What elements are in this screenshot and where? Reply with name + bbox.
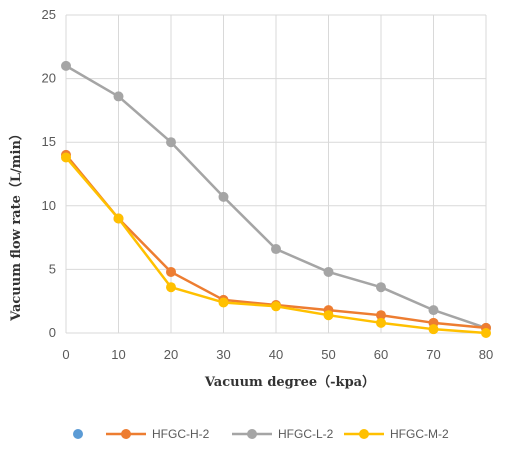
legend-marker-hfgc-m-2 [359, 429, 369, 439]
tick-labels: 0 5 10 15 20 25 0 10 20 30 40 50 60 70 80 [42, 7, 494, 362]
data-point-hfgc-m-2 [166, 282, 176, 293]
x-tick-label: 70 [426, 347, 440, 362]
legend-marker-hfgc-h-2 [121, 429, 131, 439]
x-tick-label: 20 [164, 347, 178, 362]
data-point-hfgc-h-2 [166, 266, 176, 277]
legend-label: HFGC-H-2 [152, 427, 210, 441]
data-point-hfgc-h-2 [376, 310, 386, 321]
legend-marker-hfgc-l-2 [247, 429, 257, 439]
data-point-hfgc-m-2 [61, 152, 71, 163]
grid-lines [65, 14, 487, 334]
x-axis-title: Vacuum degree（-kpa） [204, 374, 375, 390]
x-tick-label: 50 [321, 347, 335, 362]
y-tick-label: 25 [42, 7, 56, 22]
data-point-hfgc-m-2 [376, 317, 386, 328]
legend-label: HFGC-L-2 [278, 427, 334, 441]
y-tick-label: 15 [42, 134, 56, 149]
data-point-hfgc-m-2 [323, 310, 334, 321]
data-point-hfgc-l-2 [428, 305, 439, 316]
y-tick-label: 10 [42, 198, 56, 213]
legend-label: HFGC-M-2 [390, 427, 449, 441]
x-tick-label: 0 [62, 347, 69, 362]
data-point-hfgc-l-2 [166, 137, 176, 148]
data-point-hfgc-l-2 [61, 60, 71, 71]
data-point-hfgc-m-2 [481, 328, 491, 338]
data-point-hfgc-m-2 [218, 297, 229, 308]
data-point-hfgc-l-2 [376, 282, 386, 293]
x-tick-label: 60 [374, 347, 388, 362]
data-point-hfgc-l-2 [271, 244, 281, 255]
legend: HFGC-H-2 HFGC-L-2 HFGC-M-2 [73, 427, 449, 441]
y-tick-label: 5 [49, 261, 56, 276]
x-tick-label: 30 [216, 347, 230, 362]
data-point-hfgc-m-2 [428, 324, 439, 335]
x-tick-label: 40 [269, 347, 283, 362]
data-point-hfgc-l-2 [323, 266, 334, 277]
y-axis-title: Vacuum flow rate（L/min） [8, 127, 24, 322]
y-tick-label: 0 [49, 325, 56, 340]
x-tick-label: 80 [479, 347, 493, 362]
data-point-hfgc-m-2 [113, 213, 124, 224]
legend-marker [73, 429, 83, 439]
data-point-hfgc-l-2 [218, 191, 229, 202]
data-point-hfgc-l-2 [113, 91, 124, 102]
y-tick-label: 20 [42, 71, 56, 86]
x-tick-label: 10 [111, 347, 125, 362]
series-lines [61, 60, 491, 338]
data-point-hfgc-m-2 [271, 301, 281, 312]
